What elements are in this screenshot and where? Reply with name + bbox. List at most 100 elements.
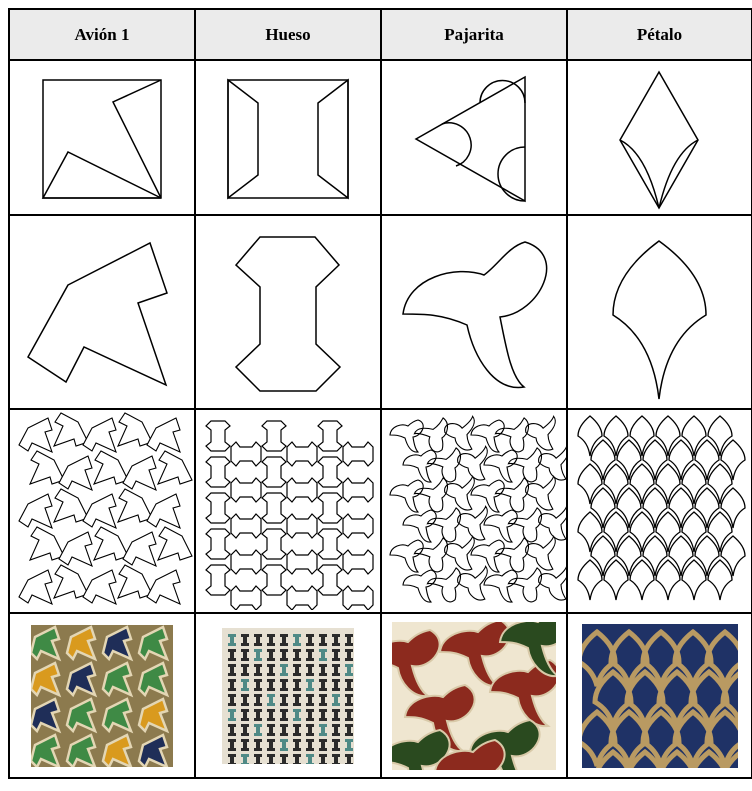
hueso-mosaic-tile: [293, 753, 301, 764]
hueso-tile-shape: [261, 420, 287, 452]
hueso-mosaic-tile: [228, 723, 236, 736]
avion-tile-shape: [82, 417, 117, 453]
hueso-mosaic-tile: [254, 723, 262, 736]
hueso-mosaic-tile: [228, 693, 236, 706]
avion-tile-shape: [29, 526, 65, 561]
hueso-tile-shape: [230, 549, 262, 575]
petalo-construction-figure: [619, 69, 699, 210]
pajarita-tile-shape: [389, 539, 424, 573]
hueso-tessellation: [194, 408, 382, 614]
pajarita-tile-shape: [424, 438, 470, 485]
hueso-mosaic-tile: [241, 738, 249, 751]
hueso-mosaic-tile: [254, 678, 262, 691]
petalo-tile-shape: [707, 559, 733, 601]
avion-tile-shape: [18, 493, 53, 529]
hueso-tile-shape: [205, 492, 231, 524]
hueso-tile-shape: [342, 441, 374, 467]
hueso-tile-shape: [342, 477, 374, 503]
hueso-tessellation-figure: [205, 420, 374, 610]
hueso-mosaic-tile: [241, 723, 249, 736]
hueso-mosaic-photo: [222, 627, 354, 764]
hueso-mosaic-tile: [228, 648, 236, 661]
hueso-mosaic-tile: [332, 663, 340, 676]
petalo-construction: [566, 59, 752, 216]
avion-mosaic-tile: [137, 732, 169, 767]
hueso-tile-shape: [286, 441, 318, 467]
hueso-mosaic-tile: [345, 663, 353, 676]
hueso-tile-shape: [261, 528, 287, 560]
avion-tile-shape: [58, 455, 93, 491]
pajarita-construction-figure: [414, 75, 526, 202]
pajarita-mosaic-tile: [498, 621, 556, 677]
hueso-mosaic-tile: [332, 648, 340, 661]
hueso-mosaic-tile: [241, 693, 249, 706]
hueso-mosaic-tile: [241, 633, 249, 646]
hueso-tile-shape: [317, 456, 343, 488]
petalo-tile-figure: [612, 240, 707, 400]
hueso-mosaic-tile: [228, 708, 236, 721]
pajarita-tile-shape: [522, 531, 566, 578]
avion-construction-figure: [41, 78, 162, 199]
avion-mosaic-tile: [65, 624, 98, 661]
hueso-mosaic-tile: [254, 633, 262, 646]
hueso-tile: [194, 214, 382, 410]
hueso-tile-shape: [205, 420, 231, 452]
hueso-mosaic-tile: [267, 693, 275, 706]
hueso-mosaic-tile: [319, 693, 327, 706]
hueso-mosaic-tile: [267, 633, 275, 646]
petalo-mosaic-arch: [719, 670, 738, 725]
avion-mosaic-tile: [65, 732, 97, 767]
hueso-construction: [194, 59, 382, 216]
hueso-mosaic-tile: [228, 663, 236, 676]
tessellation-table: Avión 1 Hueso Pajarita Pétalo: [8, 8, 752, 779]
avion-tile-shape: [53, 564, 89, 599]
hueso-mosaic-tile: [280, 738, 288, 751]
avion-tile-shape: [157, 526, 193, 561]
header-hueso: Hueso: [194, 8, 382, 61]
hueso-mosaic-tile: [280, 648, 288, 661]
avion-tessellation: [8, 408, 196, 614]
hueso-mosaic-tile: [241, 663, 249, 676]
avion-tile-shape: [157, 450, 193, 485]
hueso-mosaic-tile: [267, 678, 275, 691]
petalo-tessellation: [566, 408, 752, 614]
hueso-mosaic-tile: [254, 693, 262, 706]
petalo-tile-shape: [603, 559, 629, 601]
pajarita-tile-shape: [411, 412, 457, 455]
pajarita-mosaic-tile: [403, 683, 476, 752]
pajarita-tile-shape: [389, 419, 424, 453]
header-avion: Avión 1: [8, 8, 196, 61]
hueso-mosaic-tile: [254, 753, 262, 764]
avion-construction: [8, 59, 196, 216]
avion-tile-shape: [146, 569, 181, 605]
pajarita-tessellation-figure: [389, 412, 566, 608]
pajarita-tile-shape: [470, 539, 505, 573]
hueso-mosaic-tile: [241, 678, 249, 691]
pajarita-construction: [380, 59, 568, 216]
hueso-tile-shape: [205, 528, 231, 560]
header-petalo: Pétalo: [566, 8, 752, 61]
pajarita-tile-shape: [402, 449, 437, 483]
hueso-mosaic-tile: [267, 753, 275, 764]
avion-tile-shape: [18, 569, 53, 605]
hueso-tile-shape: [205, 456, 231, 488]
hueso-mosaic-tile: [332, 723, 340, 736]
pajarita-mosaic-photo: [392, 621, 556, 770]
avion-mosaic-tile: [31, 624, 62, 661]
hueso-mosaic-tile: [280, 708, 288, 721]
hueso-mosaic-tile: [267, 738, 275, 751]
hueso-tile-shape: [317, 564, 343, 596]
construction-row: [8, 59, 752, 216]
petalo-photo: [566, 612, 752, 779]
avion-mosaic-photo: [31, 624, 173, 767]
hueso-tile-shape: [286, 477, 318, 503]
tile-row: [8, 214, 752, 410]
pajarita-tile-shape: [402, 569, 437, 603]
pajarita-tile-shape: [522, 471, 566, 518]
hueso-tile-shape: [261, 564, 287, 596]
hueso-mosaic-tile: [293, 708, 301, 721]
hueso-tile-shape: [286, 549, 318, 575]
pajarita-tile-shape: [402, 509, 437, 543]
hueso-mosaic-tile: [332, 633, 340, 646]
hueso-mosaic-tile: [228, 738, 236, 751]
